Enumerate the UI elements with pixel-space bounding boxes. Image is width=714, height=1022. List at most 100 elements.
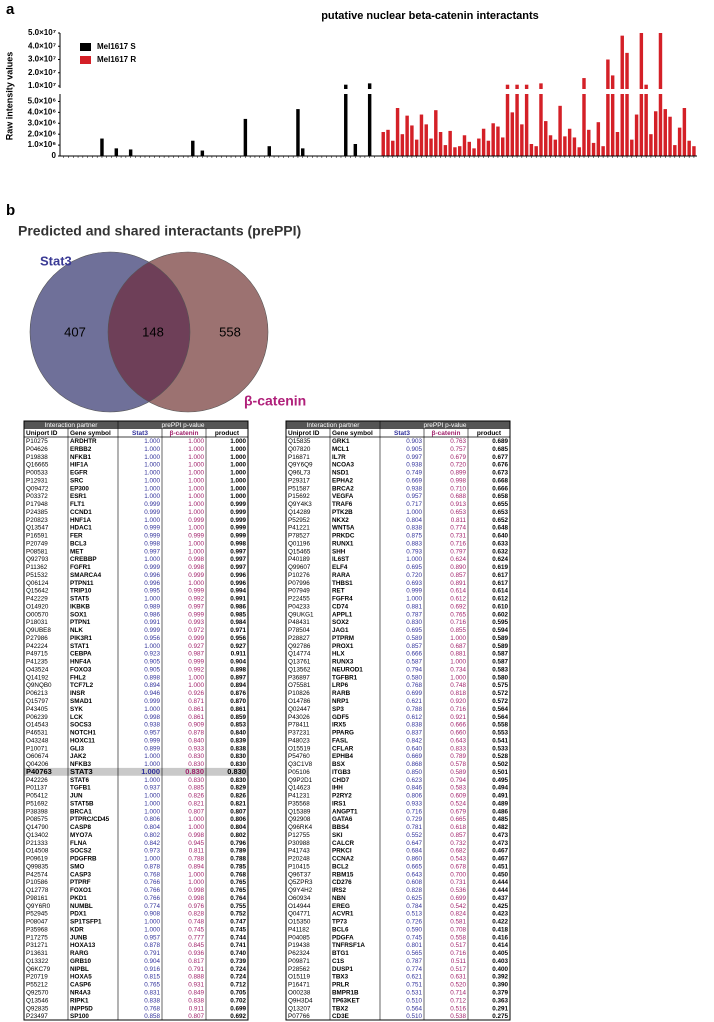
table-cell: 0.678 [450,863,466,870]
table-cell: 0.520 [450,982,466,989]
table-cell: Q02447 [288,706,311,713]
table-cell: SHH [332,548,346,555]
table-cell: NFKB3 [70,761,91,768]
table-cell: 0.495 [492,777,508,784]
bar [644,84,648,156]
table-cell: 0.801 [406,942,422,949]
table-cell: GRB10 [70,958,91,965]
table-cell: 0.652 [492,517,508,524]
table-cell: 0.676 [492,462,508,469]
table-cell: O14786 [288,698,311,705]
table-cell: 0.528 [492,753,508,760]
table-cell: 0.791 [188,966,204,973]
table-cell: 1.000 [188,540,204,547]
table-cell: 0.610 [492,603,508,610]
table-cell: 0.516 [450,1005,466,1012]
table-cell: 1.000 [188,879,204,886]
table-cell: Q14192 [26,674,49,681]
table-cell: 0.899 [450,470,466,477]
table-cell: 0.390 [492,982,508,989]
table-cell: Q9H3D4 [288,997,313,1004]
venn-overlap [108,252,190,412]
table-cell: 0.998 [188,564,204,571]
y-axis-label: Raw intensity values [4,52,14,141]
y-tick-label: 3.0×10⁷ [28,55,56,64]
table-cell: RARA [332,572,351,579]
bar [634,114,639,156]
table-cell: 0.665 [450,816,466,823]
table-cell: 0.425 [492,903,508,910]
table-cell: NKX2 [332,517,349,524]
table-cell: 0.524 [450,800,466,807]
table-cell: 0.938 [406,462,422,469]
table-cell: RBM15 [332,871,354,878]
table-cell: CEBPA [70,651,92,658]
table-cell: TP63KET [332,997,360,1004]
table-cell: PDGFRB [70,856,97,863]
table-cell: 0.720 [406,572,422,579]
table-cell: 0.612 [492,596,508,603]
table-cell: 0.612 [406,714,422,721]
table-cell: 0.609 [450,793,466,800]
table-cell: 0.423 [492,911,508,918]
table-cell: 0.971 [230,627,246,634]
table-cell: 0.716 [450,706,466,713]
table-cell: Q06124 [26,580,49,587]
table-cell: PDX1 [70,911,87,918]
table-cell: P09619 [26,856,48,863]
bar [692,146,696,156]
table-cell: 0.717 [406,501,422,508]
table-cell: 0.473 [492,832,508,839]
table-cell: P29317 [288,477,310,484]
bar [620,35,624,156]
table-cell: 1.000 [230,485,246,492]
table-cell: 0.945 [188,840,204,847]
table-cell: 1.000 [144,470,160,477]
table-cell: IKBKB [70,603,90,610]
table-cell: BCL2 [332,863,349,870]
table-cell: 0.705 [230,989,246,996]
table-cell: P51587 [288,485,310,492]
table-cell: 0.899 [144,745,160,752]
table-cell: BRCA1 [70,808,92,815]
table-cell: 0.766 [144,879,160,886]
table-column-header: Gene symbol [70,430,111,437]
table-cell: 0.788 [188,856,204,863]
table-cell: P24385 [26,509,48,516]
table-cell: HLX [332,651,345,658]
bar [414,139,419,156]
table-cell: 0.923 [144,651,160,658]
table-cell: O00238 [288,989,311,996]
table-cell: 0.997 [144,548,160,555]
venn-label: Stat3 [40,253,72,268]
table-cell: PDGFA [332,934,354,941]
table-cell: 0.653 [492,509,508,516]
table-cell: 0.999 [188,533,204,540]
table-cell: 1.000 [144,493,160,500]
table-cell: PTPRC/CD45 [70,816,110,823]
table-cell: P52945 [26,911,48,918]
table-cell: DUSP1 [332,966,353,973]
table-cell: 0.785 [230,863,246,870]
table-cell: SRC [70,477,84,484]
table-cell: P42226 [26,777,48,784]
table-cell: P10071 [26,745,48,752]
table-cell: 0.538 [450,1013,466,1020]
table-cell: 1.000 [230,493,246,500]
table-cell: 1.000 [188,824,204,831]
legend-label: Mel1617 R [97,55,136,64]
table-cell: 0.837 [406,730,422,737]
table-cell: 0.665 [406,863,422,870]
table-cell: 0.878 [144,863,160,870]
venn-outline [107,251,269,413]
table-cell: 0.791 [144,950,160,957]
table-cell: SMO [70,863,84,870]
table-cell: KDR [70,926,84,933]
table-cell: Q5ZPR3 [288,879,313,886]
table-cell: 0.998 [144,714,160,721]
table-cell: Q14289 [288,509,311,516]
table-cell: P30988 [288,840,310,847]
table-cell: 0.473 [492,840,508,847]
table-cell: 0.804 [144,824,160,831]
table-cell: 1.000 [144,485,160,492]
